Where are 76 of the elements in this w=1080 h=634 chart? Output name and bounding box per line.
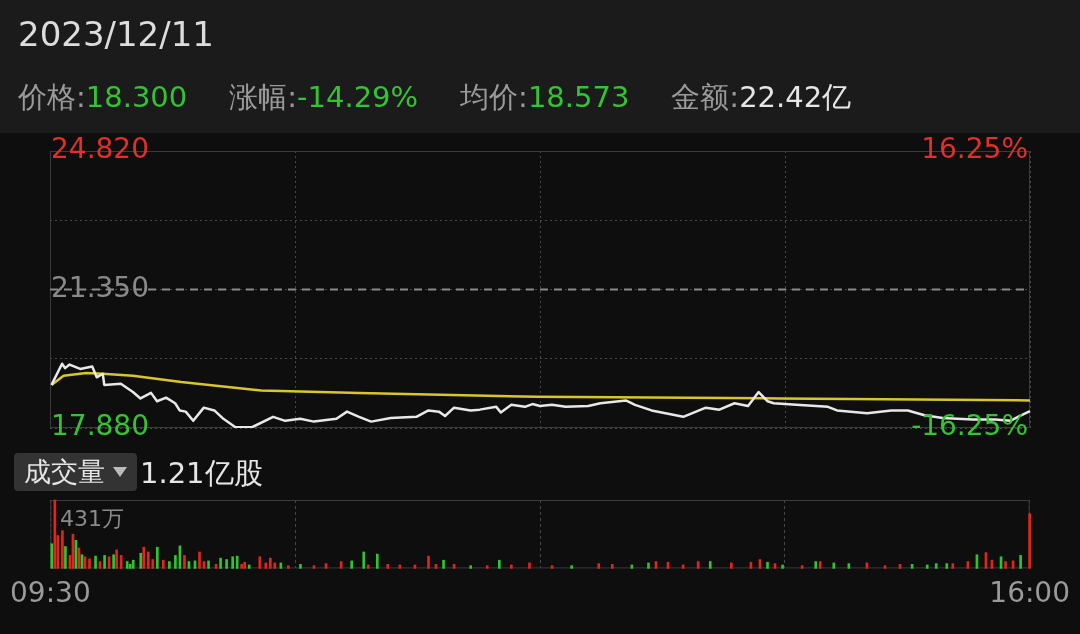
bar <box>128 563 132 569</box>
bar <box>258 556 262 569</box>
bar <box>925 564 929 569</box>
bar <box>469 565 473 569</box>
bar <box>427 555 430 569</box>
bar <box>168 561 171 569</box>
bar <box>366 564 370 569</box>
bar <box>528 562 531 569</box>
bar <box>570 565 573 569</box>
chart-title: 2023/12/11 <box>18 14 214 54</box>
bar <box>610 563 614 569</box>
bar <box>375 553 379 569</box>
bar <box>139 553 143 569</box>
text: 金额:22.42亿 <box>671 80 852 114</box>
bar <box>814 561 818 569</box>
bar <box>162 559 165 569</box>
bar <box>597 563 601 569</box>
bar <box>832 562 836 569</box>
bar <box>362 551 366 569</box>
chart-title: 成交量 <box>24 455 105 489</box>
bar <box>247 564 251 569</box>
bar <box>225 559 228 569</box>
bar <box>268 557 272 569</box>
bar <box>103 555 106 569</box>
bar <box>818 561 822 569</box>
text: 1.21亿股 <box>140 455 263 492</box>
bar <box>497 559 501 569</box>
bar <box>146 551 150 569</box>
bar <box>61 530 64 569</box>
bar <box>1028 513 1031 569</box>
x-tick-label: 16:00 <box>989 576 1071 610</box>
y2-tick-label: -16.25% <box>911 409 1028 443</box>
text: 涨幅:-14.29% <box>229 80 419 114</box>
bar <box>766 561 769 569</box>
bar <box>240 563 244 569</box>
bar <box>945 563 949 569</box>
x-tick-label: 09:30 <box>9 576 91 610</box>
bar <box>88 558 91 569</box>
bar <box>243 561 247 569</box>
bar <box>174 555 177 569</box>
bar <box>781 564 784 569</box>
bar <box>112 554 115 569</box>
bar <box>510 564 513 569</box>
bar <box>696 561 700 569</box>
bar <box>198 551 201 569</box>
bar <box>131 559 135 569</box>
y2-tick-label: 16.25% <box>921 132 1028 166</box>
bar <box>94 555 97 569</box>
y-tick-label: 24.820 <box>51 132 149 166</box>
bar <box>1019 555 1022 569</box>
bar <box>287 565 290 569</box>
y-tick-label: 21.350 <box>51 270 149 304</box>
bar <box>183 555 186 569</box>
text: 价格:18.300 <box>18 80 188 114</box>
bar <box>207 560 210 569</box>
y-tick-label: 17.880 <box>51 409 149 443</box>
bar <box>647 562 650 569</box>
bar <box>142 546 146 569</box>
text: 均价:18.573 <box>460 80 630 114</box>
bar <box>125 561 129 569</box>
bar <box>155 546 159 569</box>
bar <box>934 563 938 569</box>
bar <box>951 563 955 569</box>
bar <box>299 563 302 569</box>
bar <box>231 556 234 569</box>
bar <box>442 559 445 569</box>
bar <box>485 565 489 569</box>
bar <box>64 546 67 569</box>
bar <box>264 562 268 569</box>
annotation: 431万 <box>60 505 124 533</box>
bar <box>708 561 712 569</box>
bar <box>350 560 353 569</box>
bar <box>1004 561 1007 569</box>
bar <box>730 562 733 569</box>
bar <box>115 549 118 569</box>
bar <box>219 557 222 569</box>
